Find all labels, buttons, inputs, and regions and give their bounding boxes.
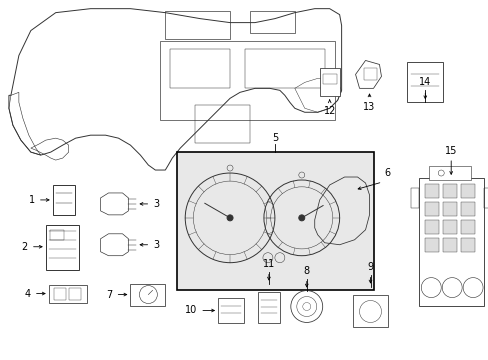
Bar — [352, 294, 387, 328]
Text: 13: 13 — [363, 102, 375, 112]
Bar — [49, 285, 86, 302]
Bar — [460, 184, 474, 198]
Bar — [483, 188, 488, 208]
Bar — [363, 68, 377, 80]
Circle shape — [298, 215, 304, 221]
Text: 7: 7 — [106, 289, 112, 300]
Text: 12: 12 — [323, 106, 335, 116]
Text: 15: 15 — [444, 146, 456, 156]
Text: 10: 10 — [184, 306, 197, 315]
Bar — [410, 188, 419, 208]
Bar — [50, 230, 63, 240]
Bar — [442, 184, 456, 198]
Bar — [442, 220, 456, 234]
Text: 5: 5 — [271, 133, 278, 143]
Bar — [322, 75, 336, 84]
Bar — [244, 49, 324, 88]
Bar — [460, 202, 474, 216]
Bar — [130, 284, 165, 306]
Bar — [53, 185, 75, 215]
Bar — [319, 68, 339, 96]
Bar — [407, 62, 442, 102]
Text: 3: 3 — [153, 199, 159, 209]
Bar — [46, 225, 79, 270]
Bar — [177, 152, 374, 289]
Bar — [442, 238, 456, 252]
Bar — [249, 11, 294, 32]
Bar — [195, 105, 249, 143]
Bar — [160, 41, 334, 120]
Text: 4: 4 — [25, 289, 31, 298]
Bar — [460, 238, 474, 252]
Bar — [419, 178, 483, 306]
Bar — [425, 202, 438, 216]
Text: 8: 8 — [303, 266, 309, 276]
Bar — [218, 298, 244, 323]
Bar — [165, 11, 229, 39]
Bar — [258, 292, 279, 323]
Text: 1: 1 — [29, 195, 35, 205]
Text: 6: 6 — [384, 168, 390, 178]
Text: 3: 3 — [153, 240, 159, 250]
Bar — [460, 220, 474, 234]
Bar — [68, 288, 81, 300]
Bar — [428, 166, 470, 180]
Text: 14: 14 — [418, 77, 430, 87]
Bar — [442, 202, 456, 216]
Text: 11: 11 — [262, 258, 274, 269]
Bar — [425, 238, 438, 252]
Circle shape — [226, 215, 233, 221]
Bar — [54, 288, 65, 300]
Bar — [425, 220, 438, 234]
Text: 9: 9 — [366, 262, 373, 272]
Bar — [425, 184, 438, 198]
Bar — [170, 49, 229, 88]
Text: 2: 2 — [21, 242, 28, 252]
